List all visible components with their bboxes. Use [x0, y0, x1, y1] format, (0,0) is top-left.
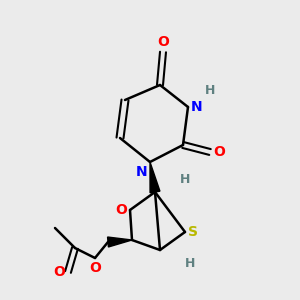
Polygon shape: [108, 237, 132, 247]
Text: N: N: [191, 100, 202, 114]
Text: O: O: [89, 261, 101, 275]
Polygon shape: [150, 162, 160, 193]
Text: N: N: [135, 165, 147, 179]
Text: O: O: [53, 265, 65, 279]
Text: O: O: [213, 145, 225, 159]
Text: H: H: [185, 257, 195, 270]
Text: O: O: [115, 203, 127, 217]
Text: O: O: [157, 35, 169, 49]
Text: S: S: [188, 225, 198, 239]
Text: H: H: [205, 83, 215, 97]
Text: H: H: [180, 173, 190, 186]
